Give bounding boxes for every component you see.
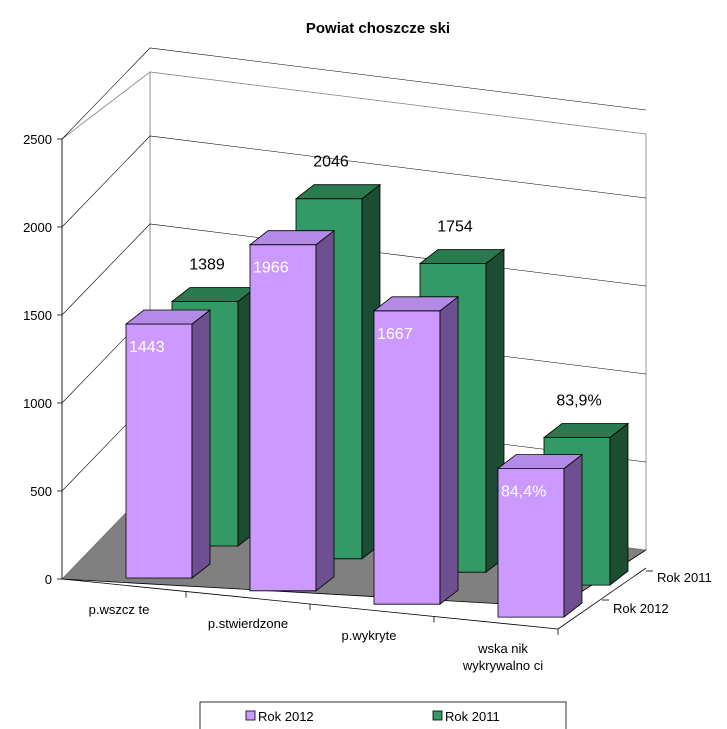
legend-swatch [432,710,443,721]
x-axis-categories: p.wszcz te p.stwierdzone p.wykryte wska nik… [61,578,559,673]
bar-front [125,323,193,579]
legend-box [199,701,567,729]
x-tick-label: wska nik wykrywalno ci [462,641,543,673]
y-tick-label: 0 [45,572,52,587]
depth-axis-label: Rok 2012 [613,601,669,616]
bar-side [315,229,335,592]
gridline [61,47,647,140]
y-tick-label: 500 [30,484,52,499]
data-label: 84,4% [501,484,546,501]
bar-top [372,296,460,312]
data-label: 1389 [189,257,225,274]
data-label: 1443 [129,339,165,356]
bar-front [249,244,317,592]
data-label: 1966 [253,260,289,277]
gridline [61,135,647,228]
bar-top [496,454,584,470]
bar: 1443 [124,309,212,579]
legend-label: Rok 2011 [445,709,500,724]
bar-front [373,310,441,605]
bars: 1389 2046 1754 83,9% 1443 1966 1667 84,4% [124,154,630,618]
y-tick-label: 2000 [23,220,52,235]
y-tick-label: 2500 [23,132,52,147]
x-tick-label: p.wszcz te [89,602,150,617]
legend-swatch [245,710,256,721]
chart-title: Powiat choszcze ski [306,20,450,37]
data-label: 1754 [437,219,473,236]
bar-top [124,309,212,325]
depth-axis-label: Rok 2011 [657,570,712,585]
depth-axis-labels: Rok 2011 Rok 2012 [557,567,712,630]
y-tick-label: 1500 [23,308,52,323]
legend-label: Rok 2012 [258,709,314,724]
bar: 84,4% [496,453,584,618]
x-tick-label: p.stwierdzone [208,616,288,631]
bar-top [542,423,630,438]
data-label: 1667 [377,326,413,343]
bar-side [439,295,459,606]
bar: 1667 [372,295,460,606]
bar: 1966 [248,229,336,592]
bar-top [294,184,382,200]
bar-top [418,249,506,264]
data-label: 2046 [313,154,349,171]
bar-side [563,453,583,618]
legend: Rok 2012 Rok 2011 [199,701,567,729]
y-tick-label: 1000 [23,396,52,411]
data-label: 83,9% [556,392,601,409]
bar-side [191,309,211,579]
x-tick-label: p.wykryte [342,628,397,643]
bar-top [248,230,336,246]
bar-side [609,422,629,586]
depth-axis-line [557,567,647,630]
